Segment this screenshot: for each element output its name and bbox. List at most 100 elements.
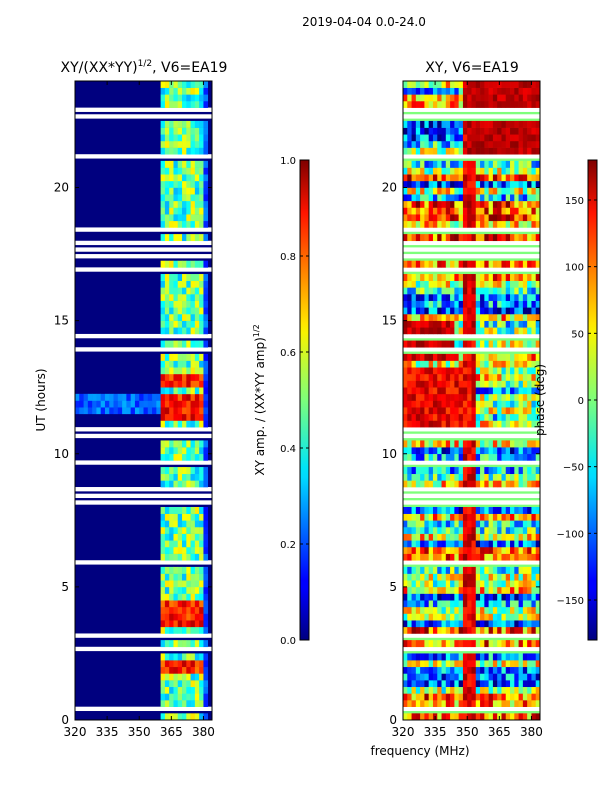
- amp-cell: [177, 294, 183, 301]
- shared-xlabel: frequency (MHz): [370, 744, 469, 758]
- phase-cell: [407, 140, 412, 148]
- phase-cell: [488, 313, 494, 321]
- phase-cell: [505, 373, 511, 381]
- phase-cell: [531, 94, 537, 102]
- amp-cell: [182, 174, 187, 182]
- phase-cell: [411, 613, 417, 621]
- phase-cell: [510, 613, 515, 621]
- phase-cell: [462, 453, 468, 461]
- phase-cell: [531, 507, 537, 514]
- phase-cell: [428, 320, 434, 328]
- phase-cell: [531, 280, 537, 288]
- phase-cell: [403, 620, 408, 628]
- phase-cell: [535, 287, 541, 295]
- phase-cell: [467, 620, 472, 628]
- phase-cell: [480, 660, 485, 668]
- phase-cell: [424, 380, 429, 388]
- phase-cell: [492, 586, 498, 594]
- phase-cell: [407, 360, 412, 368]
- phase-cell: [527, 147, 532, 155]
- phase-cell: [527, 120, 532, 128]
- phase-cell: [454, 620, 459, 628]
- phase-cell: [488, 686, 494, 694]
- phase-cell: [497, 307, 502, 315]
- amp-cell: [169, 520, 174, 528]
- phase-cell: [475, 613, 481, 621]
- phase-cell: [505, 380, 511, 388]
- phase-cell: [475, 187, 481, 195]
- amp-cell: [186, 280, 191, 288]
- phase-cell: [527, 353, 532, 361]
- phase-cell: [462, 680, 468, 688]
- amp-cell: [160, 573, 166, 581]
- amp-cell: [173, 167, 179, 175]
- amp-cell: [160, 640, 166, 648]
- phase-cell: [445, 327, 451, 335]
- phase-cell: [501, 467, 507, 475]
- phase-cell: [488, 387, 494, 395]
- phase-cell: [407, 174, 412, 182]
- phase-cell: [505, 640, 511, 648]
- phase-cell: [505, 660, 511, 668]
- phase-cell: [492, 320, 498, 328]
- phase-cell: [492, 520, 498, 528]
- phase-cell: [432, 467, 438, 475]
- phase-cell: [505, 467, 511, 475]
- phase-cell: [497, 234, 502, 242]
- phase-cell: [514, 553, 519, 561]
- phase-cell: [437, 593, 442, 601]
- phase-cell: [522, 280, 528, 288]
- amp-cell: [186, 513, 191, 521]
- phase-cell: [415, 127, 421, 135]
- phase-cell: [535, 573, 541, 581]
- phase-cell: [407, 480, 412, 488]
- phase-cell: [535, 313, 541, 321]
- phase-cell: [411, 507, 417, 514]
- phase-cell: [454, 613, 459, 621]
- phase-cell: [420, 134, 425, 142]
- phase-cell: [415, 94, 421, 102]
- phase-cell: [441, 640, 447, 648]
- phase-xtick-label: 380: [520, 725, 543, 739]
- phase-cell: [527, 300, 532, 308]
- amp-cell: [173, 134, 179, 142]
- amp-cell: [203, 367, 209, 375]
- phase-cell: [531, 467, 537, 475]
- amp-cell: [160, 593, 166, 601]
- phase-ytick-label: 15: [382, 314, 397, 328]
- phase-cell: [480, 234, 485, 242]
- amp-cell: [164, 120, 170, 128]
- amp-cell: [160, 600, 166, 608]
- phase-cell: [428, 447, 434, 455]
- amp-cell: [164, 407, 170, 415]
- phase-cell: [441, 294, 447, 301]
- phase-cell: [454, 673, 459, 681]
- phase-cell: [510, 447, 515, 455]
- phase-cell: [462, 81, 468, 88]
- phase-cell: [445, 387, 451, 395]
- phase-cell: [518, 600, 524, 608]
- phase-cell: [531, 307, 537, 315]
- phase-cell: [505, 194, 511, 202]
- phase-cell: [432, 680, 438, 688]
- phase-cell: [411, 234, 417, 242]
- phase-cell: [484, 480, 489, 488]
- phase-cell: [471, 100, 477, 108]
- phase-cell: [518, 294, 524, 301]
- amp-cell: [173, 294, 179, 301]
- phase-cell: [420, 220, 425, 228]
- phase-cell: [411, 606, 417, 614]
- phase-cell: [428, 94, 434, 102]
- phase-cell: [424, 214, 429, 222]
- phase-cell: [531, 167, 537, 175]
- phase-cell: [510, 134, 515, 142]
- phase-cell: [497, 187, 502, 195]
- phase-cell: [458, 660, 464, 668]
- phase-cell: [441, 134, 447, 142]
- phase-cell: [467, 353, 472, 361]
- amp-cell: [190, 546, 196, 554]
- amp-cell: [199, 280, 204, 288]
- amp-cell: [186, 87, 191, 95]
- amp-cell: [182, 413, 187, 421]
- phase-cell: [527, 234, 532, 242]
